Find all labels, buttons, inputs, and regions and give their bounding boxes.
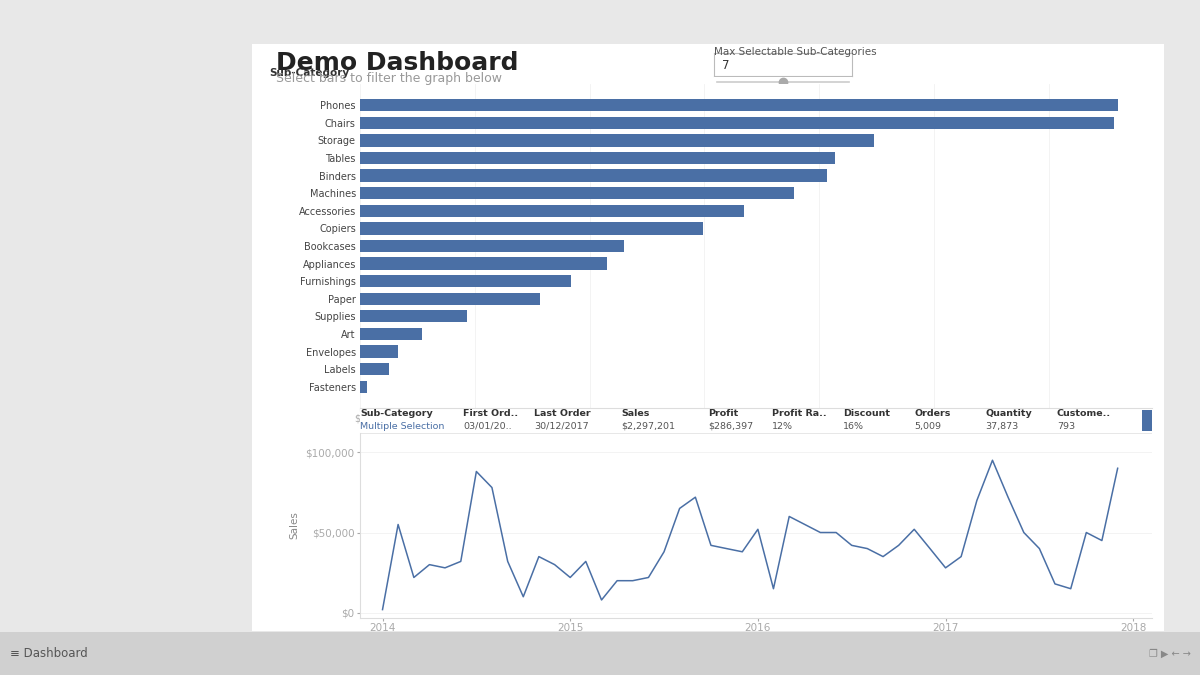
Text: Profit: Profit: [708, 409, 739, 418]
Text: ❐ ▶ ← →: ❐ ▶ ← →: [1148, 649, 1190, 659]
Text: Profit Ra..: Profit Ra..: [772, 409, 827, 418]
X-axis label: Sales ▼: Sales ▼: [736, 427, 776, 437]
Text: 5,009: 5,009: [914, 421, 942, 431]
Text: ≡ Dashboard: ≡ Dashboard: [10, 647, 88, 660]
Text: First Ord..: First Ord..: [463, 409, 518, 418]
Bar: [360, 169, 827, 182]
Text: Multiple Selection: Multiple Selection: [360, 421, 444, 431]
Text: Custome..: Custome..: [1057, 409, 1111, 418]
Text: Sales: Sales: [622, 409, 649, 418]
Text: 03/01/20..: 03/01/20..: [463, 421, 511, 431]
Bar: [1142, 410, 1152, 431]
Text: 7: 7: [722, 59, 730, 72]
Bar: [360, 222, 703, 234]
Y-axis label: Sales: Sales: [289, 512, 300, 539]
Text: 30/12/2017: 30/12/2017: [534, 421, 589, 431]
Text: 16%: 16%: [844, 421, 864, 431]
Text: $286,397: $286,397: [708, 421, 754, 431]
Bar: [360, 328, 422, 340]
Bar: [360, 275, 570, 288]
Text: Demo Dashboard: Demo Dashboard: [276, 51, 518, 75]
Text: Discount: Discount: [844, 409, 890, 418]
Bar: [360, 310, 467, 323]
Bar: [360, 187, 794, 199]
X-axis label: Month of Order Date: Month of Order Date: [695, 639, 817, 652]
Bar: [360, 134, 874, 146]
Text: 793: 793: [1057, 421, 1075, 431]
Bar: [360, 152, 835, 164]
Bar: [360, 346, 398, 358]
Bar: [360, 205, 744, 217]
Text: 12%: 12%: [772, 421, 793, 431]
Text: $2,297,201: $2,297,201: [622, 421, 676, 431]
Text: Sub-Category: Sub-Category: [269, 68, 349, 78]
Text: Max Selectable Sub-Categories: Max Selectable Sub-Categories: [714, 47, 877, 57]
Bar: [360, 117, 1114, 129]
Text: 37,873: 37,873: [985, 421, 1019, 431]
Text: Orders: Orders: [914, 409, 950, 418]
Text: Sub-Category: Sub-Category: [360, 409, 433, 418]
Text: Last Order: Last Order: [534, 409, 590, 418]
Bar: [360, 240, 624, 252]
Bar: [360, 257, 607, 270]
Text: Quantity: Quantity: [985, 409, 1032, 418]
Bar: [360, 381, 367, 393]
Bar: [360, 99, 1117, 111]
Text: Select bars to filter the graph below: Select bars to filter the graph below: [276, 72, 502, 85]
Bar: [360, 292, 540, 305]
Bar: [360, 363, 389, 375]
